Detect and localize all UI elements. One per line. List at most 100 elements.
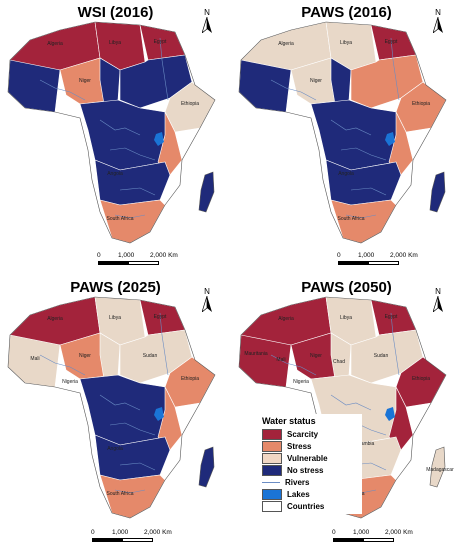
lake bbox=[154, 407, 164, 421]
legend-item-vulnerable: Vulnerable bbox=[262, 452, 358, 464]
north-arrow-icon: N bbox=[200, 8, 214, 33]
africa-outline bbox=[7, 296, 216, 519]
country-label: Ethiopia bbox=[412, 101, 430, 107]
region-madagascar bbox=[198, 171, 215, 213]
river-line bbox=[270, 354, 317, 376]
country-label: Libya bbox=[340, 315, 352, 321]
legend-label: Lakes bbox=[287, 489, 310, 499]
panel-title: PAWS (2050) bbox=[301, 279, 392, 296]
country-label: Zambia bbox=[358, 441, 375, 447]
scale-bar: 0 1,000 2,000 Km bbox=[97, 252, 208, 270]
panel-title: WSI (2016) bbox=[77, 4, 154, 21]
country-label: Madagascar bbox=[426, 467, 454, 473]
north-label: N bbox=[204, 287, 210, 296]
lake bbox=[385, 407, 395, 421]
country-label: Niger bbox=[310, 353, 322, 359]
legend-swatch bbox=[262, 428, 282, 440]
river-line-icon bbox=[262, 481, 280, 483]
africa-outline bbox=[238, 21, 447, 244]
scale-tick-0: 0 bbox=[332, 529, 336, 536]
country-label: Nigeria bbox=[293, 379, 309, 385]
river-line bbox=[114, 214, 146, 219]
legend-label: No stress bbox=[287, 465, 324, 475]
country-label: Mali bbox=[30, 356, 39, 362]
country-label: Angola bbox=[107, 171, 123, 177]
river-line bbox=[119, 187, 156, 196]
country-label: Chad bbox=[333, 359, 345, 365]
country-label: South Africa bbox=[338, 216, 365, 222]
river-line bbox=[340, 147, 387, 161]
scale-tick-1: 1,000 bbox=[118, 252, 135, 259]
country-label: Libya bbox=[340, 40, 352, 46]
country-label: Algeria bbox=[278, 316, 294, 322]
country-label: Libya bbox=[109, 40, 121, 46]
legend-label: Stress bbox=[287, 441, 312, 451]
country-label: Sudan bbox=[143, 353, 158, 359]
lake bbox=[385, 132, 395, 146]
north-arrow-icon: N bbox=[431, 8, 445, 33]
river-line bbox=[390, 37, 400, 101]
africa-outline bbox=[7, 21, 216, 244]
legend-item-scarcity: Scarcity bbox=[262, 428, 358, 440]
legend-label: Countries bbox=[287, 501, 325, 511]
country-label: Nigeria bbox=[62, 379, 78, 385]
legend-swatch bbox=[262, 464, 282, 476]
north-label: N bbox=[435, 8, 441, 17]
country-label: Egypt bbox=[385, 39, 398, 45]
north-arrow-icon: N bbox=[431, 287, 445, 312]
river-line bbox=[270, 79, 317, 101]
country-label: South Africa bbox=[107, 491, 134, 497]
country-label: Sudan bbox=[374, 353, 389, 359]
country-label: Ethiopia bbox=[412, 376, 430, 382]
africa-outline bbox=[238, 296, 447, 519]
country-label: Ethiopia bbox=[181, 376, 199, 382]
map-panel-paws-2025: PAWS (2025) Algeria Libya Egypt Mali Niger Ni… bbox=[0, 275, 231, 550]
country-label: Niger bbox=[79, 353, 91, 359]
river-line bbox=[99, 119, 141, 136]
north-label: N bbox=[435, 287, 441, 296]
country-label: Mauritania bbox=[244, 351, 268, 357]
river-line bbox=[159, 312, 169, 376]
river-line bbox=[39, 354, 86, 376]
river-line bbox=[330, 394, 372, 411]
river-line bbox=[109, 147, 156, 161]
scale-tick-0: 0 bbox=[97, 252, 101, 259]
country-label: Niger bbox=[310, 78, 322, 84]
scale-tick-0: 0 bbox=[91, 529, 95, 536]
scale-tick-1: 1,000 bbox=[353, 529, 370, 536]
scale-tick-2: 2,000 Km bbox=[150, 252, 178, 259]
scale-bar: 0 1,000 2,000 Km bbox=[337, 252, 448, 270]
legend-item-stress: Stress bbox=[262, 440, 358, 452]
region-madagascar bbox=[429, 446, 446, 488]
scale-tick-2: 2,000 Km bbox=[144, 529, 172, 536]
africa-map: Algeria Libya Egypt Mali Niger Nigeria Sudan Et… bbox=[7, 296, 216, 519]
legend-label: Rivers bbox=[285, 477, 310, 487]
legend-swatch bbox=[262, 500, 282, 512]
north-label: N bbox=[204, 8, 210, 17]
scale-tick-1: 1,000 bbox=[358, 252, 375, 259]
country-label: Egypt bbox=[385, 314, 398, 320]
country-label: Egypt bbox=[154, 39, 167, 45]
river-line bbox=[39, 79, 86, 101]
country-label: Angola bbox=[107, 446, 123, 452]
country-label: South Africa bbox=[107, 216, 134, 222]
scale-tick-0: 0 bbox=[337, 252, 341, 259]
river-line bbox=[109, 422, 156, 436]
region-madagascar bbox=[198, 446, 215, 488]
region-madagascar bbox=[429, 171, 446, 213]
scale-bar: 0 1,000 2,000 Km bbox=[91, 529, 202, 547]
panel-title: PAWS (2016) bbox=[301, 4, 392, 21]
africa-map: Algeria Libya Egypt Niger Ethiopia Angola Sout… bbox=[238, 21, 447, 244]
africa-map: Algeria Libya Egypt Niger Ethiopia Angola Sout… bbox=[7, 21, 216, 244]
legend-item-lakes: Lakes bbox=[262, 488, 358, 500]
map-panel-paws-2016: PAWS (2016) Algeria Libya Egypt Niger Ethiop… bbox=[231, 0, 462, 275]
panel-title: PAWS (2025) bbox=[70, 279, 161, 296]
legend-item-rivers: Rivers bbox=[262, 476, 358, 488]
country-label: Niger bbox=[79, 78, 91, 84]
lake bbox=[154, 132, 164, 146]
legend-label: Vulnerable bbox=[287, 453, 328, 463]
river-line bbox=[99, 394, 141, 411]
country-label: Algeria bbox=[278, 41, 294, 47]
river-line bbox=[119, 462, 156, 471]
country-label: Mali bbox=[276, 357, 285, 363]
